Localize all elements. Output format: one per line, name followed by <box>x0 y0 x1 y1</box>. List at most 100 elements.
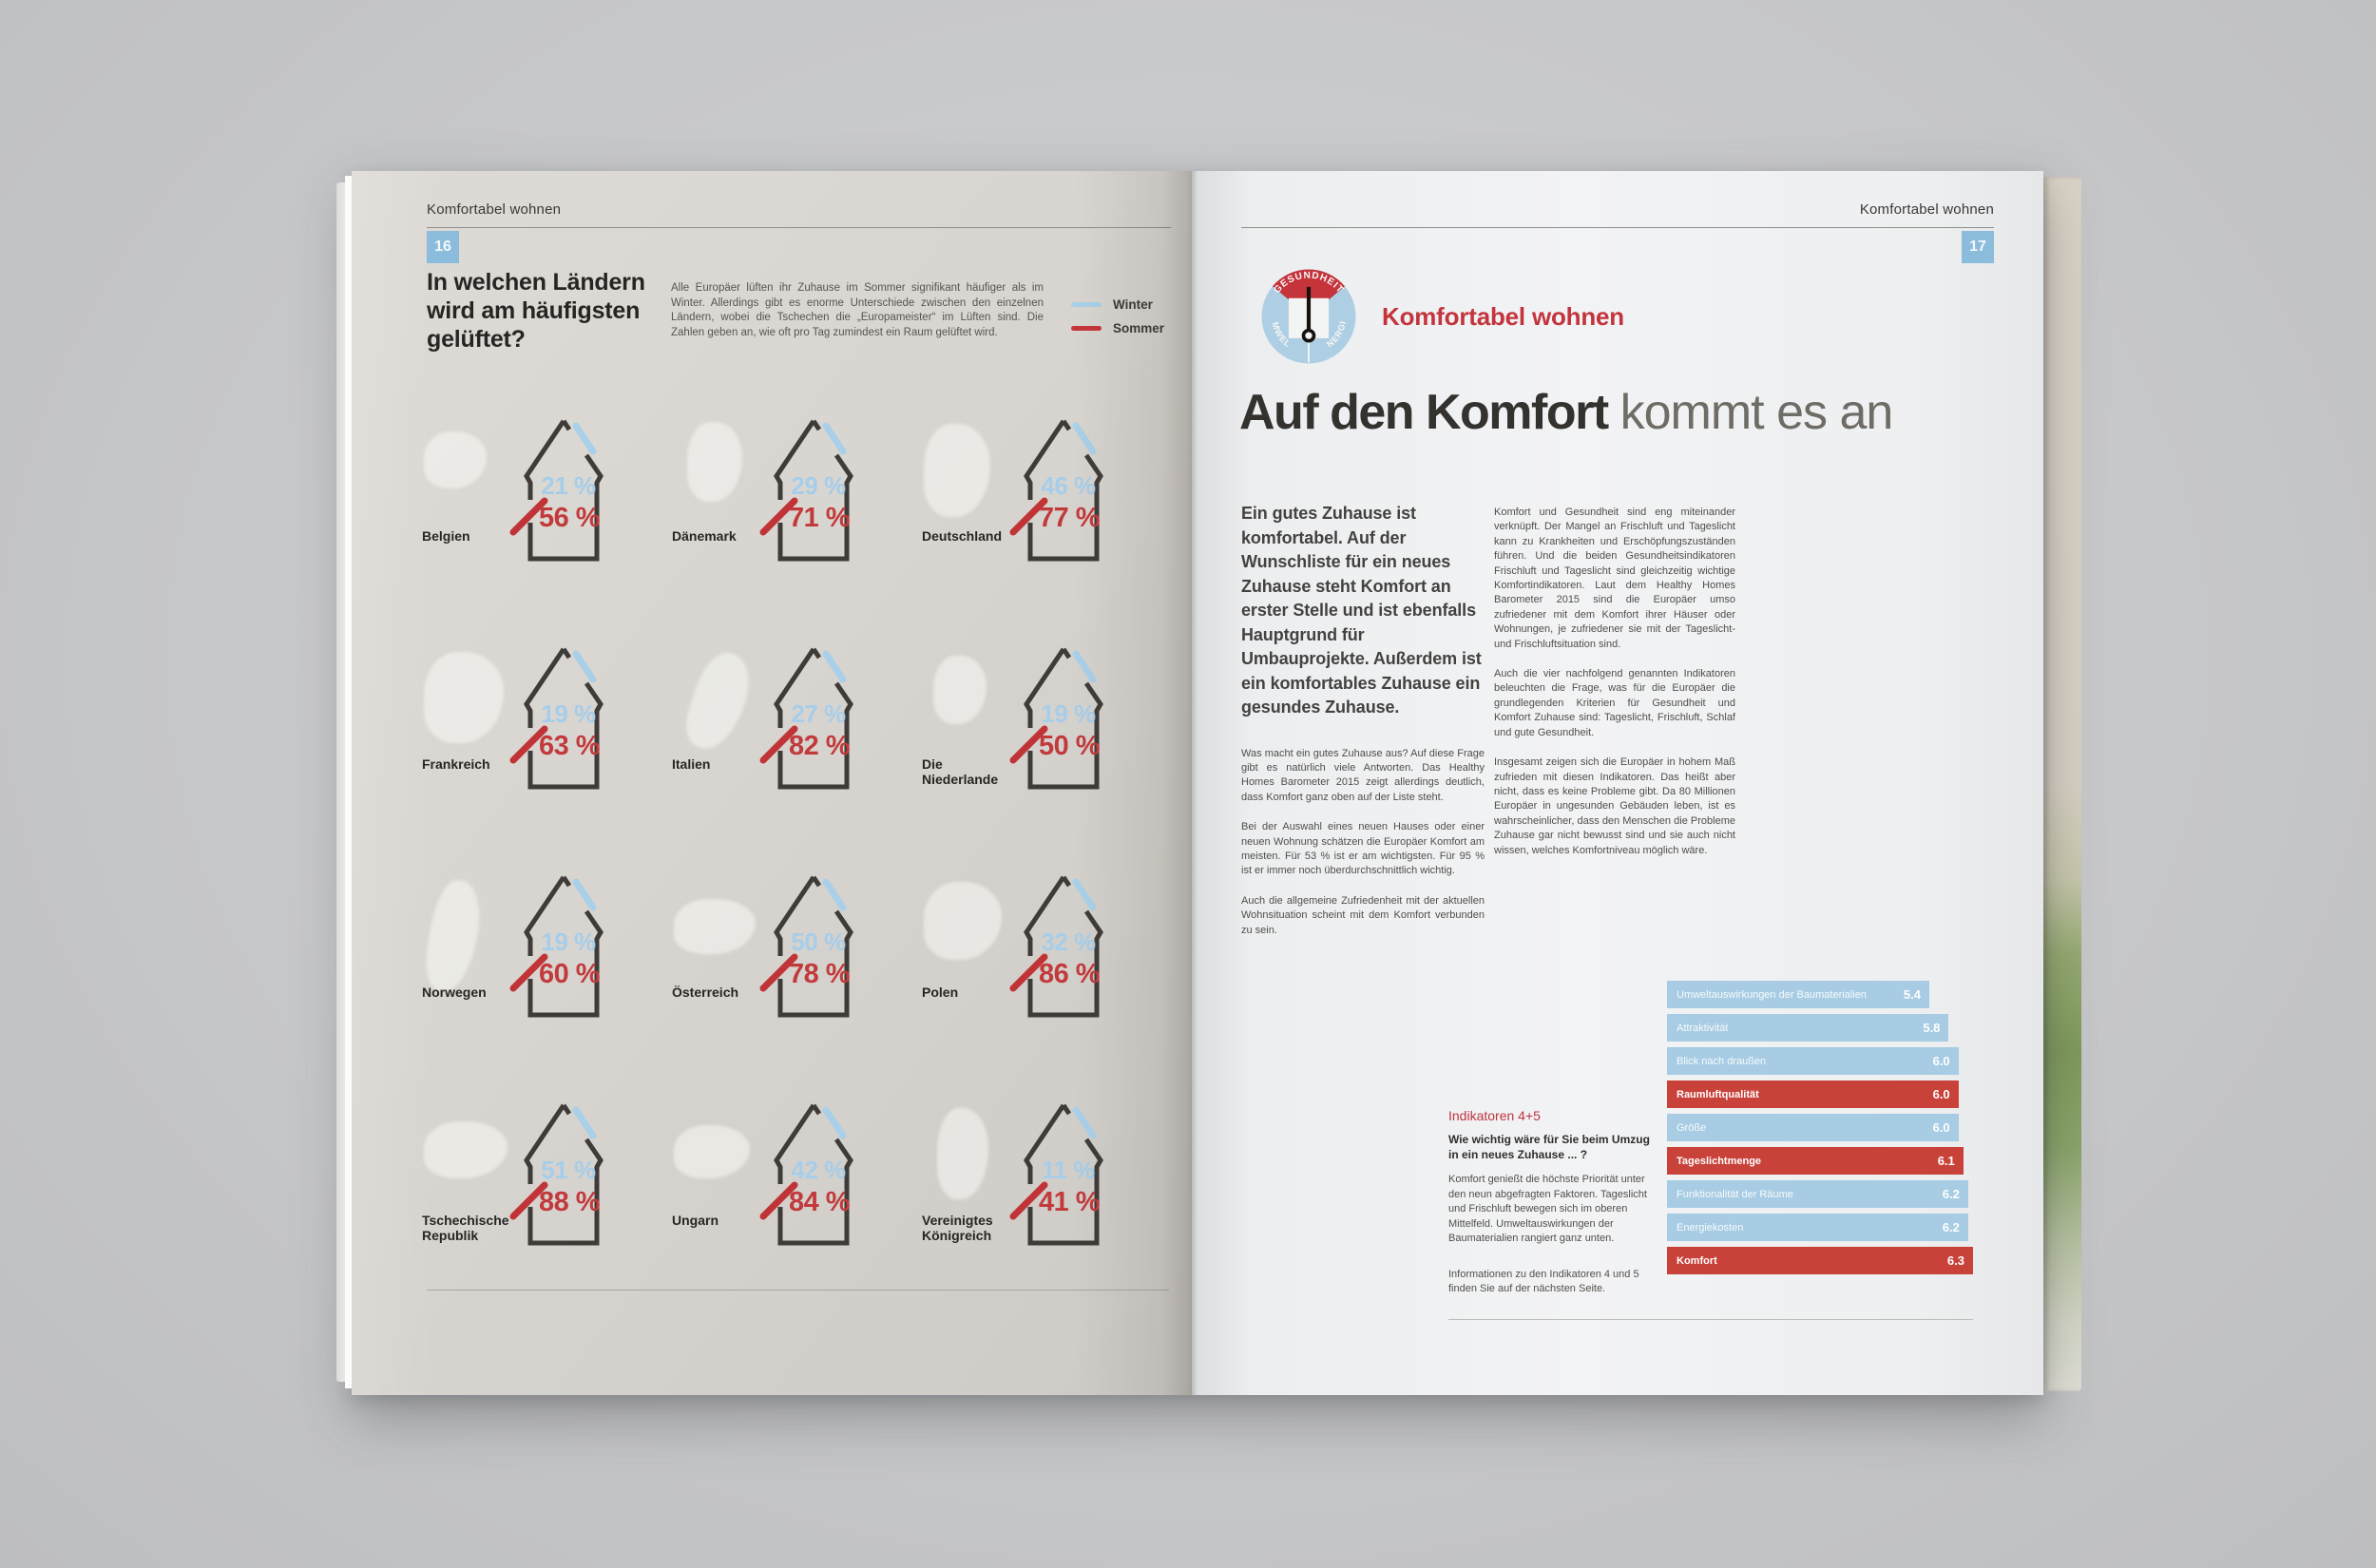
winter-roof-line <box>572 650 597 683</box>
sommer-percentage: 78 % <box>789 959 851 989</box>
house-icon: 11 % 41 % <box>1009 1103 1103 1246</box>
house-icon: 19 % 63 % <box>509 647 604 790</box>
country-label: Vereinigtes Königreich <box>922 1213 993 1243</box>
lead-paragraph: Ein gutes Zuhause ist komfortabel. Auf d… <box>1241 504 1482 717</box>
house-icon: 46 % 77 % <box>1009 419 1103 562</box>
country-label: Österreich <box>672 985 739 1000</box>
map-silhouette <box>924 424 990 517</box>
bar-label: Blick nach draußen <box>1677 1055 1767 1067</box>
winter-percentage: 19 % <box>541 927 596 956</box>
country-house-cell: 19 % 60 % Norwegen <box>421 872 672 1100</box>
page-right: Komfortabel wohnen 17 GESUNDHEIT <box>1192 171 2043 1395</box>
sommer-wall-line <box>1009 953 1048 992</box>
country-label: Polen <box>922 985 959 1000</box>
sommer-wall-line <box>1009 1181 1048 1220</box>
indicator-bar: Umweltauswirkungen der Baumaterialien 5.… <box>1667 981 1929 1008</box>
map-silhouette <box>933 656 987 724</box>
sommer-wall-line <box>509 497 548 536</box>
body-paragraph: Komfort und Gesundheit sind eng miteinan… <box>1494 507 1735 650</box>
map-silhouette <box>674 1125 750 1178</box>
bar-label: Umweltauswirkungen der Baumaterialien <box>1677 988 1867 1001</box>
winter-percentage: 50 % <box>791 927 846 956</box>
country-label: Ungarn <box>672 1213 719 1228</box>
sommer-percentage: 88 % <box>539 1187 601 1217</box>
bar-label: Komfort <box>1677 1254 1717 1267</box>
bar-label: Größe <box>1677 1121 1707 1134</box>
sommer-percentage: 86 % <box>1039 959 1101 989</box>
country-label: Tschechische Republik <box>422 1213 509 1243</box>
sommer-wall-line <box>1009 497 1048 536</box>
sommer-percentage: 63 % <box>539 731 601 761</box>
page-left: Komfortabel wohnen 16 In welchen Ländern… <box>352 171 1192 1395</box>
footer-rule <box>427 1290 1169 1291</box>
winter-roof-line <box>572 422 597 455</box>
gauge-badge: GESUNDHEIT UMWELT ENERGIE <box>1253 257 1361 369</box>
country-label: Die Niederlande <box>922 756 999 787</box>
sommer-percentage: 41 % <box>1039 1187 1101 1217</box>
country-house-cell: 29 % 71 % Dänemark <box>672 416 922 644</box>
bar-value: 6.0 <box>1932 1087 1950 1101</box>
sommer-percentage: 77 % <box>1039 503 1101 533</box>
bar-label: Funktionalität der Räume <box>1677 1188 1793 1200</box>
headline-strong: Auf den Komfort <box>1239 385 1609 440</box>
body-paragraph: Was macht ein gutes Zuhause aus? Auf die… <box>1241 747 1485 803</box>
winter-percentage: 11 % <box>1042 1156 1095 1184</box>
country-house-cell: 21 % 56 % Belgien <box>422 416 672 644</box>
map-silhouette <box>424 652 504 743</box>
winter-percentage: 21 % <box>541 471 596 500</box>
sommer-percentage: 60 % <box>539 959 601 989</box>
winter-roof-line <box>572 878 597 911</box>
map-silhouette <box>674 899 756 954</box>
map-silhouette <box>679 646 758 756</box>
indicator-bar: Funktionalität der Räume 6.2 <box>1667 1180 1968 1208</box>
sommer-wall-line <box>509 725 548 764</box>
sommer-swatch-icon <box>1071 326 1102 331</box>
winter-percentage: 51 % <box>541 1156 596 1184</box>
country-house-cell: 11 % 41 % Vereinigtes Königreich <box>922 1100 1172 1329</box>
article-column-2: Komfort und Gesundheit sind eng miteinan… <box>1494 506 1735 873</box>
sommer-wall-line <box>759 725 798 764</box>
country-house-cell: 32 % 86 % Polen <box>922 872 1172 1100</box>
house-icon: 27 % 82 % <box>759 647 853 790</box>
sommer-percentage: 71 % <box>789 503 851 533</box>
country-house-cell: 19 % 50 % Die Niederlande <box>922 644 1172 872</box>
bar-label: Energiekosten <box>1677 1221 1744 1233</box>
bar-label: Attraktivität <box>1677 1022 1729 1034</box>
bar-value: 5.8 <box>1923 1021 1941 1035</box>
bar-value: 6.2 <box>1942 1187 1960 1201</box>
indicator-caption-box: Indikatoren 4+5 Wie wichtig wäre für Sie… <box>1448 1108 1659 1297</box>
winter-percentage: 42 % <box>791 1156 846 1184</box>
winter-percentage: 46 % <box>1041 471 1096 500</box>
house-icon: 19 % 60 % <box>509 875 604 1018</box>
map-silhouette <box>687 422 742 502</box>
sommer-percentage: 82 % <box>789 731 851 761</box>
map-silhouette <box>924 882 1002 960</box>
country-label: Dänemark <box>672 528 737 544</box>
house-icon: 42 % 84 % <box>759 1103 853 1246</box>
indicator-note: Informationen zu den Indikatoren 4 und 5… <box>1448 1268 1639 1295</box>
bar-value: 6.0 <box>1932 1054 1950 1068</box>
country-label: Italien <box>672 756 711 772</box>
body-paragraph: Auch die vier nachfolgend genannten Indi… <box>1494 668 1735 738</box>
winter-roof-line <box>572 1106 597 1139</box>
winter-roof-line <box>822 422 847 455</box>
sommer-wall-line <box>759 1181 798 1220</box>
sommer-wall-line <box>509 1181 548 1220</box>
running-head: Komfortabel wohnen <box>427 201 562 218</box>
indicator-bar: Blick nach draußen 6.0 <box>1667 1047 1959 1075</box>
running-head-rule <box>427 227 1171 228</box>
house-grid: 21 % 56 % Belgien 29 % 71 % Dänemark 46 … <box>421 416 1172 1329</box>
country-label: Deutschland <box>922 528 1003 544</box>
house-icon: 32 % 86 % <box>1009 875 1103 1018</box>
country-label: Frankreich <box>422 756 490 772</box>
legend-label: Winter <box>1113 297 1153 312</box>
indicator-bar: Raumluftqualität 6.0 <box>1667 1080 1959 1108</box>
indicator-body: Komfort genießt die höchste Priorität un… <box>1448 1174 1647 1244</box>
sommer-percentage: 50 % <box>1039 731 1101 761</box>
winter-roof-line <box>1072 422 1097 455</box>
brochure-spread: Komfortabel wohnen 16 In welchen Ländern… <box>336 171 2043 1395</box>
winter-percentage: 32 % <box>1041 927 1096 956</box>
indicator-barchart: Umweltauswirkungen der Baumaterialien 5.… <box>1667 981 1973 1280</box>
country-house-cell: 46 % 77 % Deutschland <box>922 416 1172 644</box>
